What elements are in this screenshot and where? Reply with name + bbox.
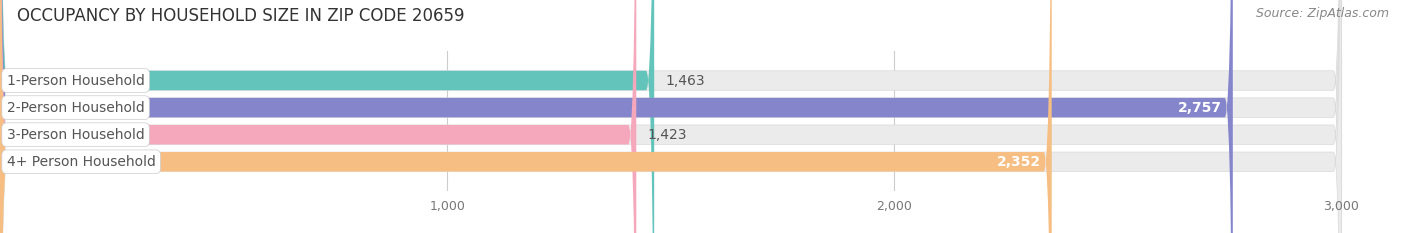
Text: OCCUPANCY BY HOUSEHOLD SIZE IN ZIP CODE 20659: OCCUPANCY BY HOUSEHOLD SIZE IN ZIP CODE … <box>17 7 464 25</box>
Text: 1-Person Household: 1-Person Household <box>7 74 145 88</box>
FancyBboxPatch shape <box>0 0 1341 233</box>
Text: 3-Person Household: 3-Person Household <box>7 128 145 142</box>
FancyBboxPatch shape <box>0 0 654 233</box>
FancyBboxPatch shape <box>0 0 1341 233</box>
Text: 1,463: 1,463 <box>665 74 704 88</box>
FancyBboxPatch shape <box>0 0 1052 233</box>
FancyBboxPatch shape <box>0 0 1233 233</box>
FancyBboxPatch shape <box>0 0 1341 233</box>
FancyBboxPatch shape <box>0 0 1341 233</box>
Text: 2-Person Household: 2-Person Household <box>7 101 145 115</box>
Text: 1,423: 1,423 <box>648 128 688 142</box>
Text: Source: ZipAtlas.com: Source: ZipAtlas.com <box>1256 7 1389 20</box>
Text: 2,757: 2,757 <box>1178 101 1222 115</box>
FancyBboxPatch shape <box>0 0 637 233</box>
Text: 4+ Person Household: 4+ Person Household <box>7 155 156 169</box>
Text: 2,352: 2,352 <box>997 155 1040 169</box>
